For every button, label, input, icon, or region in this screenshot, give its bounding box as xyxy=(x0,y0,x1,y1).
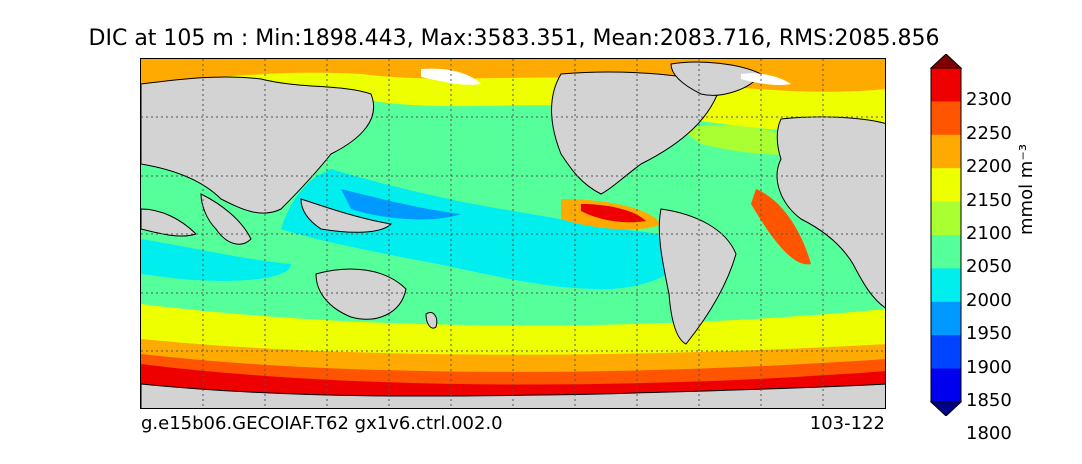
colorbar-segment xyxy=(931,201,961,236)
colorbar-tick-label: 2100 xyxy=(966,223,1012,244)
colorbar-tick-label: 2000 xyxy=(966,289,1012,311)
colorbar-segment xyxy=(931,335,961,370)
dic-map xyxy=(141,59,885,408)
land-masses xyxy=(141,61,885,408)
land-india xyxy=(200,193,252,245)
ocean-benguela-upwelling xyxy=(751,189,811,265)
colorbar-tick-label: 1850 xyxy=(966,390,1012,411)
land-arabia xyxy=(141,208,197,237)
land-new-zealand xyxy=(425,312,438,329)
ocean-pacific-1950-band xyxy=(341,189,461,220)
ice-arctic-1 xyxy=(421,68,481,85)
colorbar-tick-label: 2050 xyxy=(966,256,1012,278)
map-panel xyxy=(140,58,886,409)
colorbar-segment xyxy=(931,301,961,336)
colorbar xyxy=(930,54,962,416)
colorbar-tick-label: 1900 xyxy=(966,356,1012,378)
ice-arctic-2 xyxy=(741,73,791,86)
ocean-peru-core xyxy=(581,204,646,223)
colorbar-segment xyxy=(931,134,961,169)
years-label: 103-122 xyxy=(809,413,885,434)
colorbar-frame xyxy=(930,67,962,403)
colorbar-extend-min xyxy=(930,401,962,416)
colorbar-unit-label: mmol m⁻³ xyxy=(1016,143,1037,235)
colorbar-segment xyxy=(931,235,961,269)
land-africa-europe xyxy=(776,116,885,309)
case-label: g.e15b06.GECOIAF.T62 gx1v6.ctrl.002.0 xyxy=(141,413,503,434)
land-australia xyxy=(315,268,407,320)
graticule xyxy=(141,59,885,408)
colorbar-tick-label: 2150 xyxy=(966,189,1012,211)
colorbar-segment xyxy=(931,368,961,403)
map-title: DIC at 105 m : Min:1898.443, Max:3583.35… xyxy=(88,26,940,51)
land-asia-west xyxy=(141,76,375,214)
colorbar-extend-max xyxy=(930,54,962,69)
colorbar-segment xyxy=(931,268,961,303)
land-greenland xyxy=(670,61,762,96)
sea-ice xyxy=(421,68,791,86)
ocean-indian-2000-band xyxy=(141,239,291,281)
colorbar-tick-label: 1800 xyxy=(966,423,1012,445)
colorbar-tick-label: 2300 xyxy=(966,89,1012,111)
colorbar-tick-label: 1950 xyxy=(966,323,1012,345)
colorbar-segment xyxy=(931,101,961,136)
colorbar-segment xyxy=(931,168,961,203)
colorbar-tick-label: 2200 xyxy=(966,156,1012,178)
land-south-america xyxy=(658,208,737,345)
land-maritime-se-asia xyxy=(300,198,393,233)
colorbar-tick-label: 2250 xyxy=(966,122,1012,144)
colorbar-segment xyxy=(931,68,961,102)
